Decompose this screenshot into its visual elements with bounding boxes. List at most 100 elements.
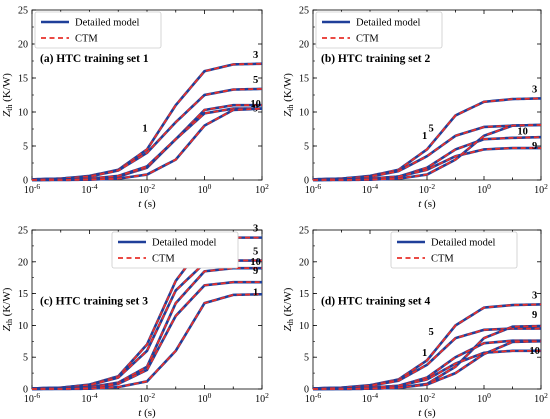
x-tick-label: 100: [198, 391, 212, 405]
y-tick-label: 10: [18, 108, 28, 119]
y-tick-label: 20: [299, 257, 309, 268]
panel-label: (c) HTC training set 3: [40, 296, 148, 308]
ctm-line: [313, 340, 542, 390]
x-tick-label: 102: [534, 182, 548, 196]
y-tick-label: 25: [18, 226, 28, 237]
curve-label: 9: [253, 266, 258, 277]
x-tick-label: 10-6: [305, 391, 321, 405]
y-axis-label: Zth (K/W): [1, 287, 14, 331]
x-tick-label: 102: [255, 391, 269, 405]
ctm-line: [312, 124, 542, 181]
x-tick-label: 10-4: [362, 182, 378, 196]
curve-label: 10: [529, 346, 540, 357]
y-axis-label: Zth (K/W): [1, 73, 14, 117]
curve-label: 10: [517, 126, 528, 137]
x-tick-label: 100: [477, 182, 491, 196]
y-tick-label: 0: [304, 176, 309, 187]
curve-label: 3: [532, 85, 537, 96]
y-tick-label: 20: [18, 257, 28, 268]
y-tick-label: 25: [299, 226, 309, 237]
ctm-line: [31, 107, 262, 181]
detailed-model-line: [31, 103, 262, 182]
y-tick-label: 20: [18, 40, 28, 51]
curve-label: 9: [532, 310, 537, 321]
x-tick-label: 10-2: [419, 182, 435, 196]
y-tick-label: 0: [304, 385, 309, 396]
ctm-line: [32, 107, 263, 181]
y-tick-label: 0: [23, 176, 28, 187]
y-axis-label: Zth (K/W): [282, 73, 295, 117]
curve-label: 1: [422, 348, 427, 359]
y-tick-label: 10: [18, 321, 28, 332]
legend-detailed-label: Detailed model: [152, 238, 217, 249]
legend-detailed-label: Detailed model: [356, 18, 421, 29]
ctm-line: [32, 293, 263, 390]
y-tick-label: 0: [23, 385, 28, 396]
x-tick-label: 10-4: [81, 182, 97, 196]
detailed-model-line: [312, 303, 542, 390]
legend-ctm-label: CTM: [431, 254, 454, 265]
x-axis-label: t (s): [418, 198, 436, 210]
legend-detailed-label: Detailed model: [431, 238, 496, 249]
panel-label: (d) HTC training set 4: [321, 296, 431, 308]
x-tick-label: 10-4: [362, 391, 378, 405]
detailed-model-line: [31, 62, 263, 181]
y-tick-label: 5: [304, 142, 309, 153]
curve-label: 5: [429, 327, 434, 338]
x-axis-label: t (s): [138, 198, 156, 210]
y-tick-label: 25: [18, 6, 28, 17]
panel-label: (a) HTC training set 1: [40, 53, 149, 65]
x-tick-label: 100: [198, 182, 212, 196]
x-tick-label: 10-2: [139, 182, 155, 196]
x-axis-label: t (s): [138, 407, 156, 419]
y-axis-label: Zth (K/W): [282, 287, 295, 331]
y-tick-label: 10: [299, 108, 309, 119]
x-tick-label: 10-6: [24, 182, 40, 196]
curve-label: 5: [253, 75, 258, 86]
curve-label: 10: [250, 99, 261, 110]
curve-label: 3: [532, 291, 537, 302]
legend-ctm-label: CTM: [356, 34, 379, 45]
detailed-model-line: [32, 107, 263, 182]
ctm-line: [313, 124, 542, 181]
x-tick-label: 100: [477, 391, 491, 405]
ctm-line: [31, 62, 263, 181]
y-tick-label: 5: [304, 353, 309, 364]
curve-label: 1: [422, 131, 427, 142]
y-tick-label: 5: [23, 353, 28, 364]
x-tick-label: 10-4: [81, 391, 97, 405]
y-tick-label: 15: [18, 289, 28, 300]
x-axis-label: t (s): [418, 407, 436, 419]
x-tick-label: 10-6: [24, 391, 40, 405]
y-tick-label: 5: [23, 142, 28, 153]
y-tick-label: 20: [299, 40, 309, 51]
legend-ctm-label: CTM: [75, 34, 98, 45]
curve-label: 1: [142, 123, 147, 134]
legend-detailed-label: Detailed model: [75, 18, 140, 29]
curve-label: 3: [253, 50, 258, 61]
y-tick-label: 15: [18, 74, 28, 85]
legend-ctm-label: CTM: [152, 254, 175, 265]
y-tick-label: 10: [299, 321, 309, 332]
curve-label: 9: [532, 141, 537, 152]
x-tick-label: 10-6: [305, 182, 321, 196]
x-tick-label: 10-2: [419, 391, 435, 405]
y-tick-label: 15: [299, 289, 309, 300]
curve-label: 5: [253, 247, 258, 258]
y-tick-label: 15: [299, 74, 309, 85]
ctm-line: [312, 303, 542, 390]
x-tick-label: 102: [255, 182, 269, 196]
curve-label: 10: [250, 257, 261, 268]
ctm-line: [31, 87, 263, 181]
curve-label: 3: [253, 224, 258, 235]
curve-label: 5: [429, 123, 434, 134]
panel-label: (b) HTC training set 2: [321, 53, 431, 65]
x-tick-label: 102: [534, 391, 548, 405]
y-tick-label: 25: [299, 6, 309, 17]
curve-label: 1: [253, 287, 258, 298]
